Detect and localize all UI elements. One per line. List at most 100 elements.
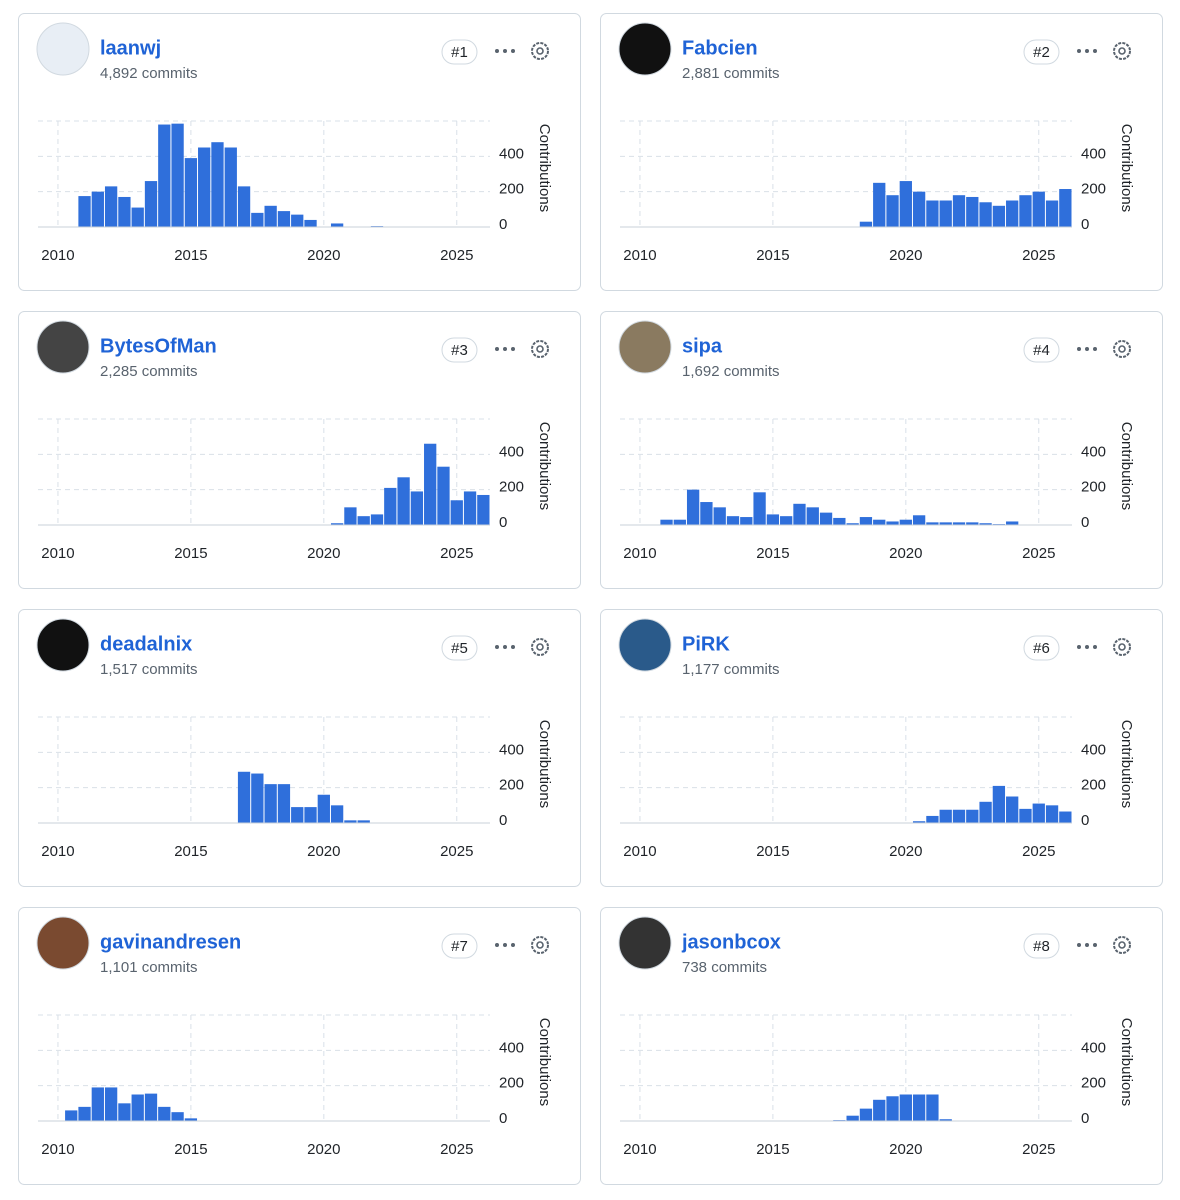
settings-button[interactable] — [531, 42, 549, 60]
more-menu[interactable] — [495, 943, 515, 947]
gear-inner[interactable] — [1118, 941, 1126, 949]
bar — [846, 1115, 859, 1121]
y-tick-label: 400 — [1081, 145, 1106, 162]
gear-outer[interactable] — [1113, 638, 1131, 656]
commit-count[interactable]: 738 commits — [682, 959, 767, 976]
bar — [886, 521, 899, 525]
gear-inner[interactable] — [536, 345, 544, 353]
y-tick-label: 0 — [499, 1110, 507, 1127]
gear-inner[interactable] — [536, 47, 544, 55]
contributor-name[interactable]: jasonbcox — [681, 931, 781, 953]
settings-button[interactable] — [531, 638, 549, 656]
gear-inner[interactable] — [1118, 643, 1126, 651]
more-menu[interactable] — [1077, 49, 1097, 53]
menu-dot[interactable] — [503, 943, 507, 947]
avatar[interactable] — [618, 22, 672, 76]
menu-dot[interactable] — [1093, 943, 1097, 947]
settings-button[interactable] — [1113, 936, 1131, 954]
menu-dot[interactable] — [1077, 645, 1081, 649]
menu-dot[interactable] — [1093, 645, 1097, 649]
menu-dot[interactable] — [1085, 645, 1089, 649]
gear-inner[interactable] — [1118, 47, 1126, 55]
avatar[interactable] — [618, 618, 672, 672]
menu-dot[interactable] — [511, 49, 515, 53]
menu-dot[interactable] — [1085, 943, 1089, 947]
more-menu[interactable] — [1077, 645, 1097, 649]
contributor-name[interactable]: PiRK — [682, 633, 730, 655]
menu-dot[interactable] — [511, 347, 515, 351]
bar — [224, 147, 237, 227]
settings-button[interactable] — [531, 936, 549, 954]
menu-dot[interactable] — [1077, 347, 1081, 351]
menu-dot[interactable] — [495, 943, 499, 947]
avatar[interactable] — [618, 916, 672, 970]
menu-dot[interactable] — [495, 347, 499, 351]
bar — [766, 514, 780, 525]
contributor-name[interactable]: laanwj — [100, 37, 161, 59]
settings-button[interactable] — [1113, 340, 1131, 358]
y-axis-label: Contributions — [1118, 1018, 1135, 1106]
bar — [912, 821, 926, 823]
commit-count[interactable]: 2,881 commits — [682, 65, 780, 82]
menu-dot[interactable] — [1077, 49, 1081, 53]
y-tick-label: 400 — [1081, 1039, 1106, 1056]
commit-count[interactable]: 1,692 commits — [682, 363, 780, 380]
menu-dot[interactable] — [511, 645, 515, 649]
avatar[interactable] — [36, 320, 90, 374]
rank: #1 — [451, 44, 468, 61]
more-menu[interactable] — [495, 49, 515, 53]
contributor-card: gavinandresen 1,101 commits #7 2010 2015 2020… — [18, 907, 581, 1185]
gear-outer[interactable] — [1113, 340, 1131, 358]
menu-dot[interactable] — [1085, 49, 1089, 53]
menu-dot[interactable] — [503, 645, 507, 649]
contributor-name[interactable]: Fabcien — [682, 37, 758, 59]
y-tick-label: 0 — [1081, 514, 1089, 531]
bar — [899, 1094, 912, 1121]
gear-outer[interactable] — [531, 936, 549, 954]
gear-inner[interactable] — [1118, 345, 1126, 353]
gear-inner[interactable] — [536, 643, 544, 651]
bar — [1019, 195, 1032, 227]
settings-button[interactable] — [1113, 638, 1131, 656]
gear-outer[interactable] — [531, 638, 549, 656]
more-menu[interactable] — [495, 347, 515, 351]
menu-dot[interactable] — [1085, 347, 1089, 351]
menu-dot[interactable] — [503, 49, 507, 53]
avatar[interactable] — [618, 320, 672, 374]
gear-outer[interactable] — [1113, 936, 1131, 954]
avatar[interactable] — [36, 22, 90, 76]
menu-dot[interactable] — [1077, 943, 1081, 947]
menu-dot[interactable] — [495, 645, 499, 649]
contributor-name[interactable]: deadalnix — [100, 633, 192, 655]
more-menu[interactable] — [1077, 943, 1097, 947]
more-menu[interactable] — [1077, 347, 1097, 351]
contributor-name[interactable]: BytesOfMan — [100, 335, 217, 357]
contributor-name[interactable]: gavinandresen — [100, 931, 241, 953]
bar — [740, 517, 753, 525]
gear-outer[interactable] — [1113, 42, 1131, 60]
menu-dot[interactable] — [503, 347, 507, 351]
x-tick-label: 2010 — [623, 843, 656, 860]
commit-count[interactable]: 1,517 commits — [100, 661, 198, 678]
menu-dot[interactable] — [511, 943, 515, 947]
settings-button[interactable] — [531, 340, 549, 358]
avatar[interactable] — [36, 618, 90, 672]
menu-dot[interactable] — [1093, 347, 1097, 351]
contributor-name[interactable]: sipa — [682, 335, 723, 357]
commit-count[interactable]: 4,892 commits — [100, 65, 198, 82]
gear-outer[interactable] — [531, 42, 549, 60]
commit-count[interactable]: 1,101 commits — [100, 959, 198, 976]
menu-dot[interactable] — [1093, 49, 1097, 53]
commit-count[interactable]: 1,177 commits — [682, 661, 780, 678]
menu-dot[interactable] — [495, 49, 499, 53]
settings-button[interactable] — [1113, 42, 1131, 60]
more-menu[interactable] — [495, 645, 515, 649]
gear-outer[interactable] — [531, 340, 549, 358]
bar — [966, 809, 979, 823]
commit-count[interactable]: 2,285 commits — [100, 363, 198, 380]
x-tick-label: 2015 — [756, 545, 789, 562]
avatar[interactable] — [36, 916, 90, 970]
gear-inner[interactable] — [536, 941, 544, 949]
bar — [1006, 796, 1019, 823]
